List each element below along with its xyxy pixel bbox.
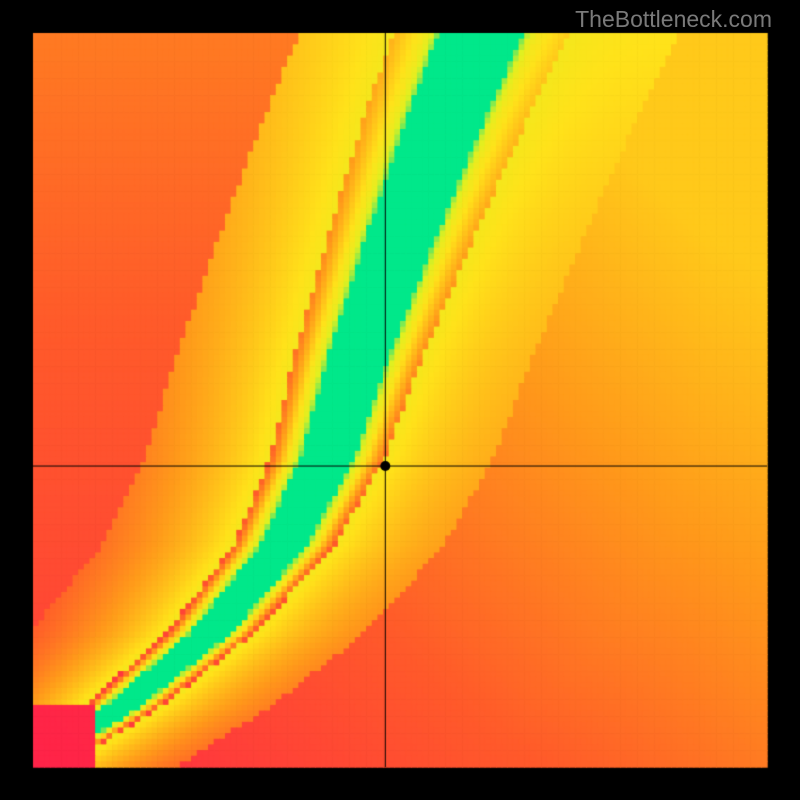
watermark-text: TheBottleneck.com [575,6,772,33]
heatmap-canvas [0,0,800,800]
chart-container: TheBottleneck.com [0,0,800,800]
